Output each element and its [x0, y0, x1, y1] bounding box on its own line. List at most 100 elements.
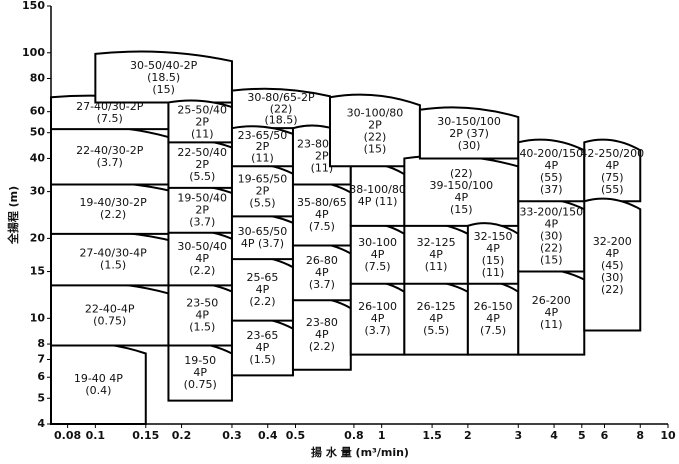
- region-label: (30): [601, 271, 624, 284]
- x-tick-label: 5: [578, 429, 586, 442]
- region-label: 4P (3.7): [241, 237, 284, 250]
- region-label: 22-40/30-2P: [76, 144, 144, 157]
- region-label: 2P: [256, 140, 270, 153]
- region-label: 30-65/50: [238, 225, 288, 238]
- region-label: 30-50/40-2P: [130, 59, 198, 72]
- region-label: 40-200/150: [519, 147, 583, 160]
- region-label: 4P: [544, 159, 558, 172]
- region-label: (1.5): [189, 320, 215, 333]
- region-label: 4P: [315, 328, 329, 341]
- region-label: (30): [540, 229, 563, 242]
- region-label: 19-50/40: [177, 191, 227, 204]
- region-label: (22): [540, 241, 563, 254]
- region-label: 4P: [544, 306, 558, 319]
- region-label: 22-40-4P: [85, 302, 135, 315]
- region-label: 4P: [256, 341, 270, 354]
- region-label: (0.75): [93, 314, 126, 327]
- region-label: 30-100: [358, 236, 397, 249]
- region-label: 26-100: [358, 300, 397, 313]
- region-label: 33-200/150: [519, 205, 583, 218]
- region-label: (3.7): [97, 156, 123, 169]
- x-tick-label: 1.5: [422, 429, 442, 442]
- region-label: 35-80/65: [297, 196, 347, 209]
- y-tick-label: 8: [37, 337, 45, 350]
- region-label: (11): [191, 127, 214, 140]
- region-label: (11): [311, 161, 334, 174]
- region-label: 4P: [486, 312, 500, 325]
- region-label: (7.5): [97, 112, 123, 125]
- region-label: 4P: [486, 242, 500, 255]
- region-label: 19-40 4P: [74, 372, 123, 385]
- region-label: (3.7): [309, 278, 335, 291]
- region-label: 4P: [429, 312, 443, 325]
- region-label: 23-50: [186, 296, 218, 309]
- region-label: (5.5): [249, 196, 275, 209]
- region-label: (2.2): [100, 208, 126, 221]
- region-label: (22): [450, 167, 473, 180]
- y-tick-label: 40: [30, 151, 46, 164]
- region-label: 26-80: [306, 254, 338, 267]
- region-label: 4P: [195, 308, 209, 321]
- region-label: (15): [364, 143, 387, 156]
- pump-region: [583, 138, 642, 203]
- x-tick-label: 8: [636, 429, 644, 442]
- region-label: 4P: [315, 208, 329, 221]
- region-label: 25-65: [246, 271, 278, 284]
- region-label: (1.5): [249, 353, 275, 366]
- region-label: (18.5): [147, 71, 180, 84]
- region-label: (2.2): [249, 295, 275, 308]
- region-label: 30-150/100: [437, 115, 501, 128]
- region-label: (3.7): [365, 324, 391, 337]
- y-axis-label: 全揚程 (m): [6, 186, 20, 245]
- region-label: 4P: [605, 159, 619, 172]
- region-label: (22): [601, 283, 624, 296]
- y-tick-label: 10: [30, 311, 46, 324]
- region-label: 4P: [371, 312, 385, 325]
- region-label: 4P: [454, 191, 468, 204]
- region-label: (11): [482, 266, 505, 279]
- region-label: 19-50: [184, 354, 216, 367]
- region-label: 4P: [193, 366, 207, 379]
- region-label: (30): [458, 139, 481, 152]
- region-label: 39-150/100: [429, 179, 493, 192]
- region-label: (2.2): [309, 340, 335, 353]
- region-label: 30-50/40: [177, 240, 227, 253]
- region-label: 30-80/65-2P: [247, 91, 315, 104]
- region-label: 42-250/200: [580, 147, 644, 160]
- x-tick-label: 6: [601, 429, 609, 442]
- region-label: 4P: [195, 252, 209, 265]
- region-label: 23-80: [306, 316, 338, 329]
- pump-region: [329, 93, 421, 168]
- x-tick-label: 0.08: [54, 429, 81, 442]
- region-label: 25-50/40: [177, 103, 227, 116]
- region-label: 2P: [368, 119, 382, 132]
- region-label: 26-200: [532, 294, 571, 307]
- region-label: 4P: [256, 283, 270, 296]
- x-tick-label: 0.5: [286, 429, 306, 442]
- y-tick-label: 30: [30, 185, 46, 198]
- region-label: (75): [601, 171, 624, 184]
- region-label: (15): [482, 254, 505, 267]
- region-label: (45): [601, 259, 624, 272]
- region-label: 26-150: [474, 300, 513, 313]
- y-tick-label: 15: [30, 265, 45, 278]
- y-tick-label: 60: [30, 105, 46, 118]
- pump-region: [418, 106, 520, 160]
- y-tick-label: 150: [22, 0, 45, 12]
- x-tick-label: 0.8: [344, 429, 364, 442]
- y-tick-label: 50: [30, 126, 46, 139]
- region-label: 4P: [315, 266, 329, 279]
- x-tick-label: 0.15: [132, 429, 159, 442]
- region-label: 4P: [429, 248, 443, 261]
- x-tick-label: 2: [464, 429, 472, 442]
- region-label: 32-125: [417, 236, 456, 249]
- y-tick-label: 100: [22, 46, 45, 59]
- region-label: 19-40/30-2P: [79, 196, 147, 209]
- region-label: (15): [540, 253, 563, 266]
- region-label: 22-50/40: [177, 146, 227, 159]
- region-label: 32-150: [474, 230, 513, 243]
- region-label: (0.75): [184, 378, 217, 391]
- pump-region: [94, 50, 233, 104]
- region-label: (1.5): [100, 259, 126, 272]
- x-tick-label: 4: [550, 429, 558, 442]
